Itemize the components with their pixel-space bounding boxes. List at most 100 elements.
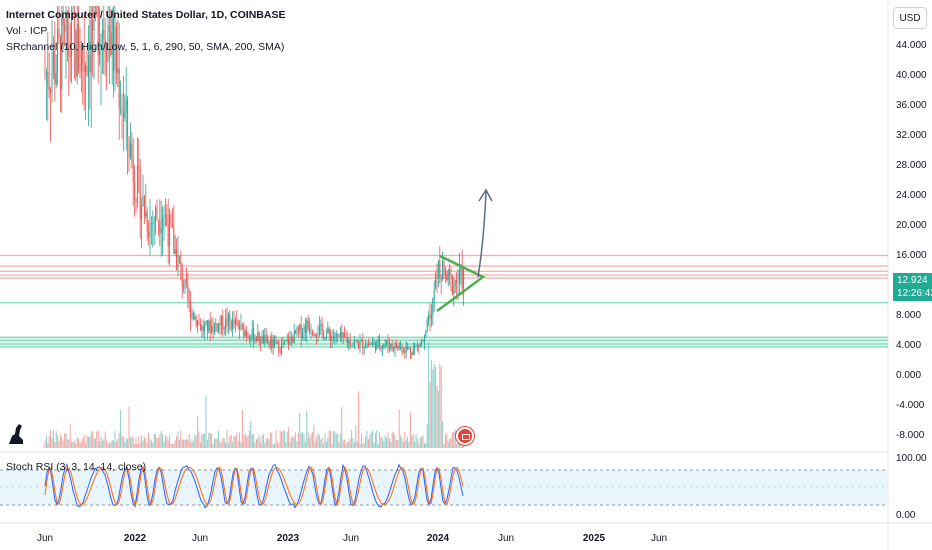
candle-body — [85, 65, 87, 72]
volume-bar — [437, 390, 439, 448]
volume-bar — [387, 432, 389, 448]
candle-body — [146, 211, 148, 232]
candle-body — [262, 335, 264, 344]
candle-body — [429, 314, 431, 319]
candle-body — [306, 320, 308, 333]
candle-body — [356, 340, 358, 343]
volume-bar — [185, 439, 187, 448]
volume-bar — [195, 435, 197, 448]
candle-body — [274, 340, 276, 348]
volume-legend[interactable]: Vol · ICP — [6, 25, 48, 37]
candle-body — [118, 68, 120, 110]
candle-body — [367, 344, 369, 345]
candle-body — [412, 348, 414, 355]
volume-bar — [48, 436, 50, 448]
candle-body — [156, 207, 158, 221]
candle-body — [295, 330, 297, 334]
candle-body — [453, 286, 455, 294]
volume-bar — [181, 439, 183, 448]
currency-button[interactable]: USD — [893, 7, 927, 29]
candle-body — [148, 231, 150, 238]
volume-bar — [451, 432, 453, 448]
candle-body — [246, 331, 248, 336]
candle-body — [191, 312, 193, 319]
candle-body — [184, 278, 186, 289]
volume-bar — [377, 443, 379, 448]
volume-bar — [274, 443, 276, 448]
volume-bar — [192, 441, 194, 448]
dino-icon[interactable] — [6, 422, 26, 446]
volume-bar — [94, 438, 96, 448]
candle-body — [97, 6, 99, 56]
volume-bar — [331, 443, 333, 448]
candle-body — [423, 337, 425, 343]
volume-bar — [379, 431, 381, 448]
time-axis[interactable]: Jun 2022 Jun 2023 Jun 2024 Jun 2025 Jun — [37, 533, 667, 544]
symbol-title[interactable]: Internet Computer / United States Dollar… — [6, 9, 286, 21]
candle-body — [162, 218, 164, 230]
volume-bar — [118, 432, 120, 448]
volume-bar — [353, 442, 355, 448]
volume-bar — [234, 436, 236, 448]
candle-body — [197, 320, 199, 327]
candle-body — [201, 325, 203, 330]
stoch-rsi-legend[interactable]: Stoch RSI (3, 3, 14, 14, close) — [6, 461, 147, 473]
sr-channel-legend[interactable]: SRchannel (10, High/Low, 5, 1, 6, 290, 5… — [6, 41, 285, 53]
candle-body — [437, 260, 439, 279]
volume-bar — [327, 437, 329, 448]
volume-bar — [383, 441, 385, 448]
volume-bar — [141, 435, 143, 448]
volume-bar — [171, 443, 173, 448]
volume-bar — [71, 442, 73, 448]
candle-body — [402, 350, 404, 352]
volume-bar — [358, 391, 360, 448]
volume-bar — [388, 438, 390, 448]
volume-bar — [170, 443, 172, 448]
volume-bar — [75, 443, 77, 448]
candle-body — [152, 223, 154, 225]
volume-bar — [125, 437, 127, 448]
candle-body — [391, 343, 393, 348]
volume-bar — [314, 441, 316, 448]
candle-body — [281, 344, 283, 353]
volume-bar — [51, 438, 53, 448]
candle-body — [328, 328, 330, 334]
candle-body — [279, 352, 281, 354]
volume-bar — [222, 437, 224, 448]
candle-body — [78, 23, 80, 71]
volume-bar — [454, 430, 456, 448]
candle-body — [293, 330, 295, 343]
candle-body — [443, 260, 445, 268]
triangle-pattern[interactable] — [436, 254, 486, 313]
candle-body — [334, 337, 336, 339]
candle-body — [345, 337, 347, 339]
candle-body — [55, 72, 57, 84]
volume-bar — [348, 441, 350, 448]
candle-body — [48, 87, 50, 90]
volume-bar — [225, 442, 227, 448]
candle-body — [183, 286, 185, 289]
volume-bar — [219, 440, 221, 448]
candle-body — [96, 6, 98, 7]
candle-body — [400, 346, 402, 349]
volume-bar — [265, 438, 267, 448]
volume-bar — [323, 443, 325, 448]
price-axis[interactable]: 44.000 40.000 36.000 32.000 28.000 24.000 20.0… — [896, 40, 927, 521]
candle-body — [145, 211, 147, 217]
candle-body — [344, 333, 346, 338]
candle-body — [360, 340, 362, 342]
volume-bar — [177, 431, 179, 448]
volume-bar — [146, 442, 148, 448]
volume-bar — [325, 441, 327, 448]
candle-body — [314, 334, 316, 336]
volume-bar — [187, 439, 189, 448]
volume-bar — [374, 432, 376, 448]
candle-body — [169, 214, 171, 247]
volume-bar — [80, 442, 82, 448]
candle-body — [330, 333, 332, 341]
calendar-event-icon[interactable] — [456, 427, 474, 445]
breakout-arrow[interactable] — [477, 191, 487, 278]
volume-bar — [216, 438, 218, 448]
volume-bar — [411, 435, 413, 448]
